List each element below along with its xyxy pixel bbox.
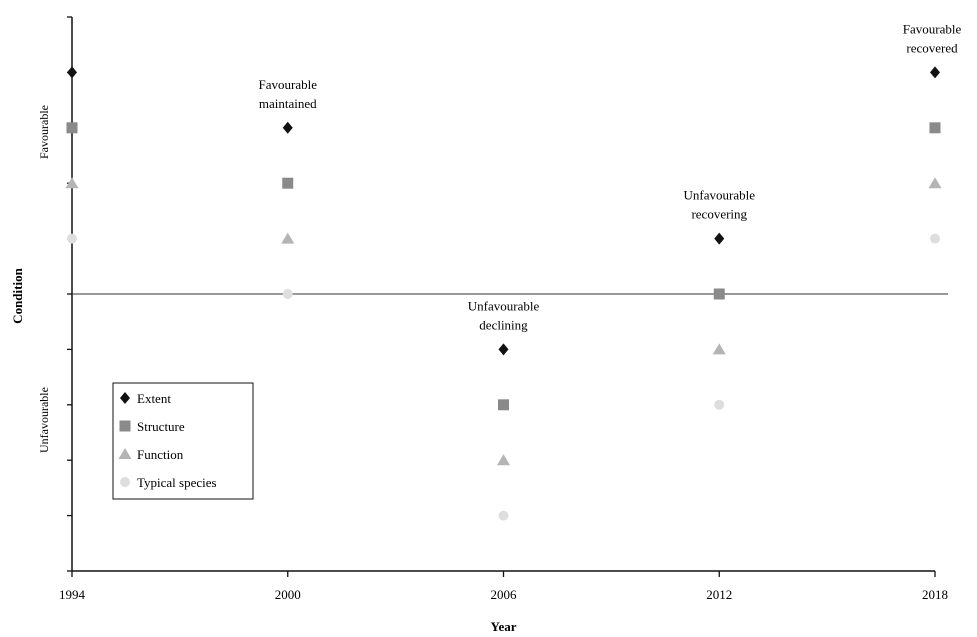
structure-point	[66, 122, 78, 134]
legend-extent-label: Extent	[137, 391, 171, 406]
legend-typical-species-label: Typical species	[137, 475, 217, 490]
legend-structure-label: Structure	[137, 419, 185, 434]
annotation-label: maintained	[259, 96, 317, 111]
annotation-label: recovered	[906, 40, 958, 55]
axes: 1994 2000 2006 2012 2018 Year Condition Favo…	[10, 16, 948, 634]
typical-species-point	[714, 399, 725, 410]
function-point	[281, 232, 295, 244]
legend-function-label: Function	[137, 447, 184, 462]
extent-point	[67, 66, 77, 79]
function-point	[497, 454, 510, 466]
function-point	[712, 343, 726, 355]
x-tick-label: 1994	[59, 587, 86, 602]
x-tick-label: 2000	[275, 587, 301, 602]
x-tick-label: 2012	[706, 587, 732, 602]
legend-box	[112, 382, 254, 500]
annotation-label: Favourable	[259, 77, 318, 92]
extent-point	[282, 121, 293, 134]
extent-point	[498, 343, 509, 356]
x-axis-title: Year	[491, 619, 517, 634]
y-axis-title: Condition	[10, 267, 25, 323]
legend-extent-marker	[120, 392, 130, 404]
x-ticks: 1994 2000 2006 2012 2018	[59, 571, 948, 602]
structure-point	[282, 177, 294, 189]
structure-point	[713, 288, 725, 300]
typical-species-point	[930, 233, 940, 244]
x-tick-label: 2006	[491, 587, 518, 602]
zone-label-favourable: Favourable	[37, 105, 51, 159]
typical-species-point	[498, 510, 509, 521]
legend-structure-marker	[119, 420, 131, 432]
annotation-label: recovering	[691, 207, 747, 222]
annotation-label: Unfavourable	[684, 188, 756, 203]
annotation-label: declining	[479, 317, 528, 332]
structure-point	[929, 122, 941, 134]
annotation-label: Favourable	[903, 21, 962, 36]
data-points	[65, 66, 942, 521]
function-point	[928, 177, 942, 189]
typical-species-point	[67, 233, 77, 244]
annotation-label: Unfavourable	[468, 298, 540, 313]
typical-species-point	[282, 289, 293, 299]
structure-point	[498, 399, 509, 411]
extent-point	[930, 66, 940, 79]
legend-typical-species-marker	[120, 477, 130, 487]
legend: Extent Structure Function Typical species	[112, 382, 254, 500]
annotations: Favourable maintained Unfavourable declinin…	[259, 21, 962, 332]
x-tick-label: 2018	[922, 587, 948, 602]
zone-label-unfavourable: Unfavourable	[37, 387, 51, 453]
legend-function-marker	[118, 448, 132, 459]
extent-point	[714, 232, 725, 245]
function-point	[65, 177, 79, 189]
